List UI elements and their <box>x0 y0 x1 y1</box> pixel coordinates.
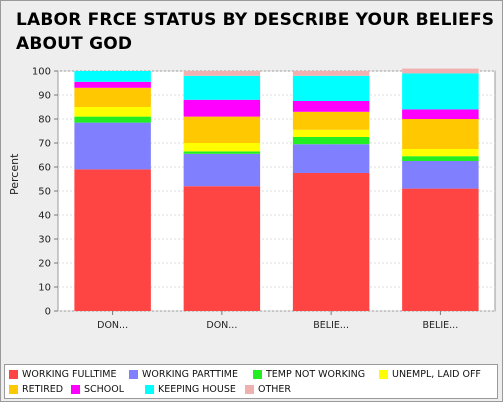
bar-segment <box>74 169 151 311</box>
y-tick-label: 10 <box>38 283 51 294</box>
bar-segment <box>402 119 479 149</box>
bar-segment <box>74 107 151 117</box>
legend-item: OTHER <box>245 384 291 395</box>
bar-segment <box>292 111 370 130</box>
legend-label: WORKING FULLTIME <box>22 369 117 380</box>
legend-label: KEEPING HOUSE <box>158 384 236 395</box>
legend-swatch <box>71 385 80 394</box>
x-tick-label: BELIE... <box>313 320 349 331</box>
y-tick-label: 0 <box>45 307 51 318</box>
bar-segment <box>402 188 479 311</box>
legend-label: RETIRED <box>22 384 64 395</box>
legend-item: WORKING PARTTIME <box>129 369 238 380</box>
bar-segment <box>183 75 261 100</box>
y-tick-label: 80 <box>38 115 51 126</box>
bar-segment <box>402 109 479 119</box>
y-tick-label: 90 <box>38 91 51 102</box>
y-tick-label: 70 <box>38 139 51 150</box>
x-tick-label: DON... <box>206 320 237 331</box>
legend-swatch <box>145 385 154 394</box>
bar-segment <box>183 151 261 154</box>
legend-label: UNEMPL, LAID OFF <box>392 369 481 380</box>
bar-segment <box>183 71 261 76</box>
legend-item: UNEMPL, LAID OFF <box>379 369 481 380</box>
legend-swatch <box>379 370 388 379</box>
legend-item: RETIRED <box>9 384 63 395</box>
legend-swatch <box>253 370 262 379</box>
bar-segment <box>183 116 261 143</box>
bar-segment <box>402 73 479 110</box>
y-tick-label: 100 <box>32 67 51 78</box>
bar-segment <box>292 129 370 137</box>
bar-segment <box>402 149 479 157</box>
bar-segment <box>292 144 370 173</box>
bar-segment <box>183 153 261 187</box>
bar-segment <box>183 99 261 117</box>
y-tick-label: 60 <box>38 163 51 174</box>
bar-segment <box>183 143 261 152</box>
y-tick-label: 30 <box>38 235 51 246</box>
bar-segment <box>292 101 370 112</box>
legend-item: TEMP NOT WORKING <box>253 369 365 380</box>
bar-segment <box>292 75 370 101</box>
bar-segment <box>402 161 479 189</box>
legend-label: OTHER <box>258 384 292 395</box>
y-tick-label: 50 <box>38 187 51 198</box>
bar-segment <box>74 122 151 170</box>
legend-item: SCHOOL <box>71 384 124 395</box>
bar-segment <box>74 81 151 88</box>
bar-segment <box>292 173 370 311</box>
legend-swatch <box>9 370 18 379</box>
legend-swatch <box>129 370 138 379</box>
chart-legend: WORKING FULLTIME WORKING PARTTIME TEMP NOT… <box>4 364 498 399</box>
chart-title: LABOR FRCE STATUS BY DESCRIBE YOUR BELIE… <box>16 10 495 54</box>
bar-segment <box>74 71 151 82</box>
legend-item: WORKING FULLTIME <box>9 369 117 380</box>
bar-segment <box>74 87 151 107</box>
legend-label: WORKING PARTTIME <box>142 369 238 380</box>
legend-swatch <box>245 385 254 394</box>
bar-segment <box>183 186 261 311</box>
legend-label: SCHOOL <box>84 384 125 395</box>
x-tick-label: BELIE... <box>423 320 459 331</box>
bar-segment <box>74 116 151 123</box>
legend-label: TEMP NOT WORKING <box>266 369 366 380</box>
x-tick-label: DON... <box>97 320 128 331</box>
y-tick-label: 20 <box>38 259 51 270</box>
bar-segment <box>402 156 479 161</box>
y-axis-label: Percent <box>8 153 21 195</box>
bar-segment <box>292 137 370 145</box>
legend-swatch <box>9 385 18 394</box>
legend-item: KEEPING HOUSE <box>145 384 236 395</box>
y-tick-label: 40 <box>38 211 51 222</box>
bar-segment <box>292 71 370 76</box>
bar-segment <box>402 68 479 74</box>
